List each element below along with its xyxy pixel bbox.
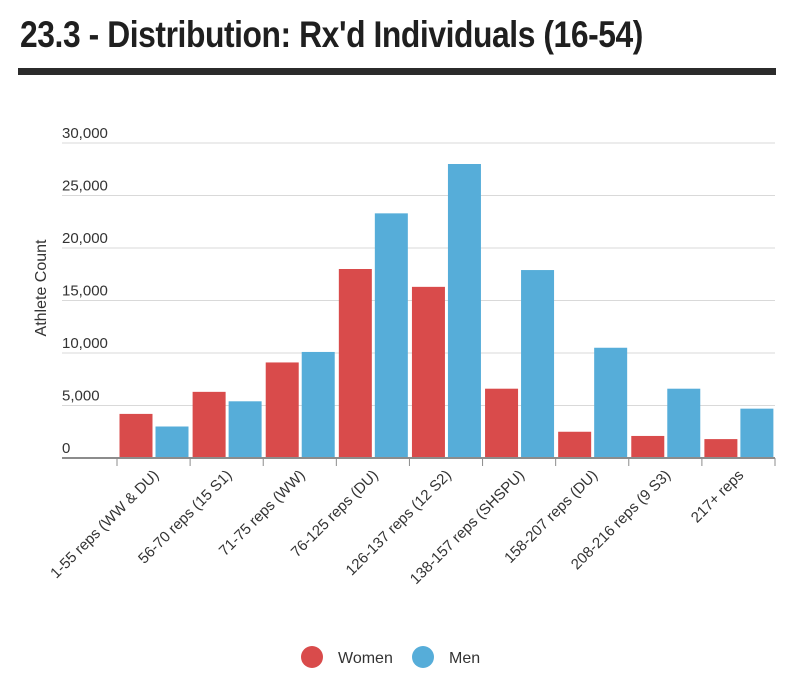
legend-swatch-men[interactable] — [412, 646, 434, 668]
bar-women-4[interactable] — [411, 286, 445, 458]
y-tick-label: 15,000 — [62, 283, 108, 300]
bar-men-2[interactable] — [301, 351, 335, 458]
bar-men-0[interactable] — [155, 426, 189, 459]
y-axis-title: Athlete Count — [33, 239, 50, 337]
legend-label-men[interactable]: Men — [449, 650, 480, 667]
y-tick-label: 30,000 — [62, 125, 108, 142]
legend-swatch-women[interactable] — [301, 646, 323, 668]
bar-women-1[interactable] — [192, 391, 226, 458]
bar-men-3[interactable] — [374, 213, 408, 458]
bar-men-1[interactable] — [228, 401, 262, 458]
bar-men-5[interactable] — [521, 270, 555, 458]
bar-women-5[interactable] — [485, 388, 519, 458]
bar-men-6[interactable] — [594, 347, 628, 458]
bar-women-8[interactable] — [704, 439, 738, 458]
chart-title: 23.3 - Distribution: Rx'd Individuals (1… — [20, 14, 643, 55]
title-underline — [18, 68, 776, 75]
bar-women-2[interactable] — [265, 362, 299, 458]
bar-women-6[interactable] — [558, 431, 592, 458]
legend[interactable]: Women Men — [301, 646, 480, 668]
bar-women-3[interactable] — [338, 269, 372, 458]
legend-label-women[interactable]: Women — [338, 650, 393, 667]
bar-men-4[interactable] — [447, 164, 481, 458]
y-tick-label: 20,000 — [62, 230, 108, 247]
y-tick-label: 10,000 — [62, 335, 108, 352]
bars — [119, 164, 774, 459]
y-tick-label: 5,000 — [62, 388, 100, 405]
y-tick-label: 25,000 — [62, 178, 108, 195]
bar-men-7[interactable] — [667, 388, 701, 458]
y-tick-label: 0 — [62, 440, 70, 457]
bar-women-0[interactable] — [119, 413, 153, 458]
x-axis: 1-55 reps (WW & DU)56-70 reps (15 S1)71-… — [47, 457, 776, 588]
y-axis-ticks: 0 5,000 10,000 15,000 20,000 25,000 30,000 — [62, 125, 108, 457]
x-tick-label: 217+ reps — [688, 467, 747, 526]
bar-women-7[interactable] — [631, 435, 665, 458]
bar-men-8[interactable] — [740, 408, 774, 458]
